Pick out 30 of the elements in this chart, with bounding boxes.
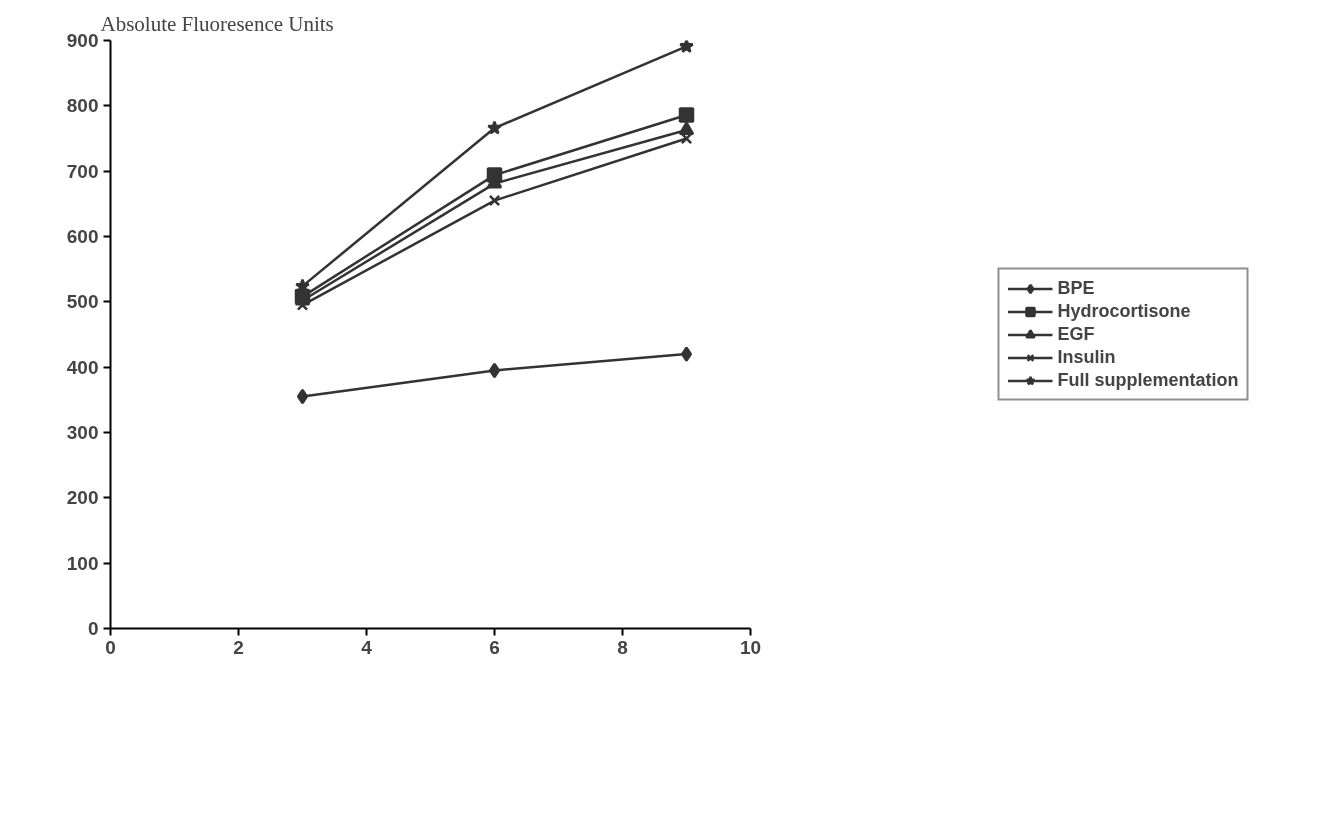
legend-label: Full supplementation <box>1057 369 1239 391</box>
y-tick-label: 600 <box>66 226 99 247</box>
y-tick-label: 500 <box>66 291 99 313</box>
point <box>679 40 694 53</box>
y-tick-label: 200 <box>66 487 99 509</box>
legend-label: EGF <box>1057 323 1095 345</box>
x-tick-label: 10 <box>739 636 762 658</box>
legend-label: Hydrocortisone <box>1057 300 1191 322</box>
x-tick-label: 2 <box>233 636 244 658</box>
point <box>680 346 693 362</box>
y-tick-label: 800 <box>66 95 99 117</box>
x-tick-label: 8 <box>617 636 628 658</box>
y-tick-label: 100 <box>66 552 99 574</box>
y-tick-label: 400 <box>66 356 99 378</box>
point <box>487 120 502 135</box>
y-tick-label: 0 <box>87 618 99 639</box>
x-tick-label: 0 <box>105 636 116 658</box>
point <box>488 362 501 379</box>
legend-label: Insulin <box>1057 346 1116 368</box>
point <box>678 121 695 136</box>
y-tick-label: 700 <box>66 160 99 182</box>
point <box>296 388 309 405</box>
y-axis-title: Absolute Fluoresence Units <box>100 11 334 36</box>
point <box>488 194 501 207</box>
point <box>678 107 695 123</box>
legend-label: BPE <box>1057 277 1095 299</box>
y-tick-label: 900 <box>66 30 99 51</box>
x-tick-label: 6 <box>489 636 500 658</box>
x-tick-label: 4 <box>361 636 373 658</box>
y-tick-label: 300 <box>66 422 99 443</box>
